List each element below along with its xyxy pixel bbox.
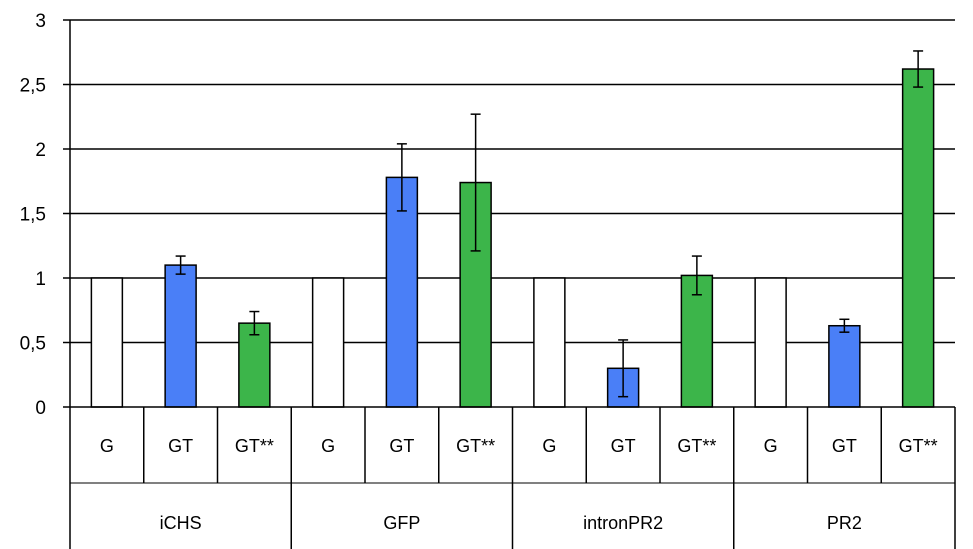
y-tick-label: 2: [35, 140, 46, 161]
y-tick-label: 0: [35, 398, 46, 419]
x-group-label: intronPR2: [583, 513, 663, 533]
bar: [164, 264, 197, 408]
x-category-label: G: [764, 436, 778, 456]
y-tick-label: 3: [35, 11, 46, 32]
error-bars: [175, 50, 924, 398]
x-category-label: GT: [611, 436, 636, 456]
gridlines: [70, 19, 955, 344]
x-category-label: G: [321, 436, 335, 456]
x-category-label: GT**: [235, 436, 274, 456]
bar: [533, 277, 566, 408]
y-tick-label: 2,5: [20, 76, 46, 97]
y-tick-label: 1: [35, 269, 46, 290]
bars: [90, 68, 935, 408]
x-group-label: iCHS: [160, 513, 202, 533]
x-category-label: G: [542, 436, 556, 456]
bar: [901, 68, 935, 408]
x-category-label: GT: [168, 436, 193, 456]
y-tick-labels: 0 0,5 1 1,5 2 2,5 3: [20, 11, 46, 419]
axes: [63, 19, 956, 549]
x-category-label: GT: [389, 436, 414, 456]
x-group-label: PR2: [827, 513, 862, 533]
x-group-label: GFP: [383, 513, 420, 533]
y-tick-label: 1,5: [20, 205, 46, 226]
bar: [385, 176, 419, 408]
x-category-label: GT**: [456, 436, 495, 456]
x-category-label: GT**: [677, 436, 716, 456]
x-category-label: GT: [832, 436, 857, 456]
y-tick-label: 0,5: [20, 334, 46, 355]
bar: [238, 322, 271, 408]
x-category-label: GT**: [899, 436, 938, 456]
bar: [311, 277, 345, 408]
bar: [754, 277, 787, 408]
bar: [828, 324, 861, 408]
bar: [680, 274, 714, 408]
x-category-label: G: [100, 436, 114, 456]
bar: [90, 277, 124, 408]
x-category-labels: G GT GT** iCHS G GT GT** GFP G GT GT** intronPR2 G GT…: [100, 436, 938, 533]
